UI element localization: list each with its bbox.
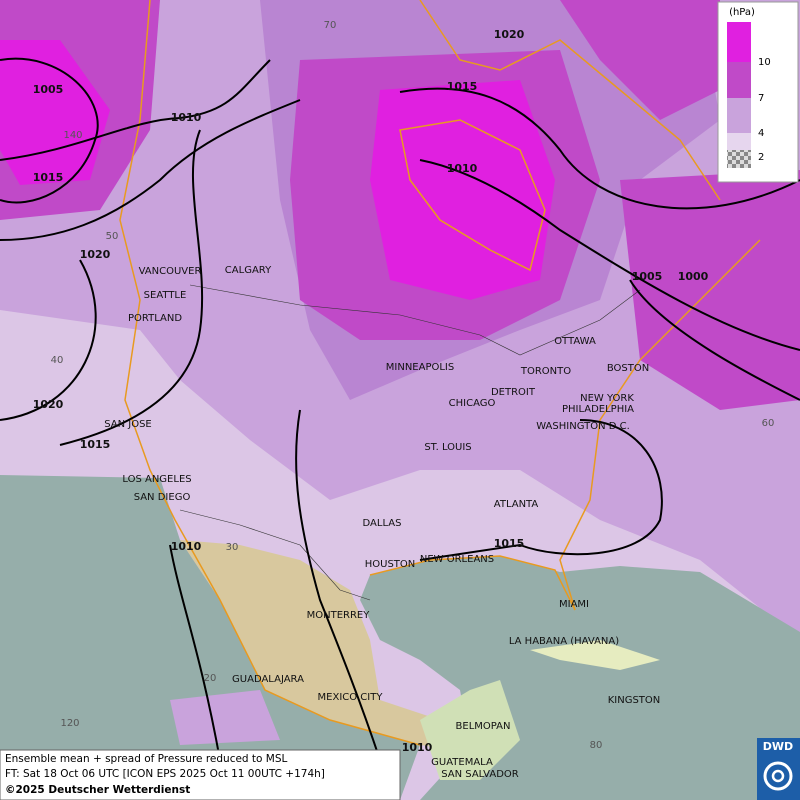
city-label: DALLAS [363,518,402,529]
graticule-label: 80 [590,740,603,751]
graticule-label: 40 [51,355,64,366]
isobar-label: 1005 [632,270,663,283]
city-label: LA HABANA (HAVANA) [509,636,619,647]
footer: Ensemble mean + spread of Pressure reduc… [0,749,401,800]
city-label: HOUSTON [365,559,416,570]
graticule-label: 20 [204,673,217,684]
logo: DWD [757,738,800,800]
isobars [0,57,800,761]
logo-text: DWD [763,740,793,753]
isobar-label: 1010 [171,111,202,124]
isobar-label: 1005 [33,83,64,96]
city-label: LOS ANGELES [122,474,191,485]
legend-unit: (hPa) [729,7,755,18]
footer-title: Ensemble mean + spread of Pressure reduc… [5,753,288,765]
isobar-label: 1015 [447,80,478,93]
city-label: CHICAGO [449,398,496,409]
graticule-label: 60 [762,418,775,429]
legend-level: 2 [758,152,764,163]
isobar-label: 1010 [402,741,433,754]
city-label: SAN DIEGO [134,492,191,503]
graticule-label: 50 [106,231,119,242]
city-label: WASHINGTON D.C. [536,421,630,432]
legend-level: 7 [758,93,764,104]
city-label: MONTERREY [307,610,371,621]
city-label: NEW YORK [580,393,634,404]
legend-level: 4 [758,128,764,139]
isobar-label: 1010 [447,162,478,175]
graticule-label: 30 [226,542,239,553]
footer-forecast: FT: Sat 18 Oct 06 UTC [ICON EPS 2025 Oct… [5,768,325,780]
city-label: GUADALAJARA [232,674,304,685]
legend: (hPa) 10 7 4 2 [717,1,799,183]
isobar-label: 1015 [33,171,64,184]
graticule-label: 120 [60,718,79,729]
isobar-label: 1015 [80,438,111,451]
city-label: PORTLAND [128,313,182,324]
city-label: NEW ORLEANS [420,554,494,565]
city-label: DETROIT [491,387,536,398]
isobar-label: 1020 [80,248,111,261]
isobar-label: 1015 [494,537,525,550]
city-label: BOSTON [607,363,649,374]
city-label: SEATTLE [144,290,187,301]
isobar-label: 1020 [33,398,64,411]
city-label: ST. LOUIS [424,442,471,453]
city-label: ATLANTA [494,499,539,510]
coastlines [119,0,761,746]
city-label: MINNEAPOLIS [386,362,454,373]
legend-level: 10 [758,57,771,68]
city-label: MEXICO CITY [318,692,384,703]
city-label: MIAMI [559,599,589,610]
graticule-label: 140 [63,130,82,141]
city-label: KINGSTON [608,695,661,706]
city-label: VANCOUVER [139,266,202,277]
city-label: CALGARY [225,265,272,276]
city-label: SAN JOSE [104,419,152,430]
city-label: GUATEMALA [431,757,493,768]
isobar-label: 1000 [678,270,709,283]
city-label: PHILADELPHIA [562,404,634,415]
city-label: BELMOPAN [456,721,511,732]
city-label: SAN SALVADOR [441,769,518,780]
isobar-label: 1010 [171,540,202,553]
isobar-label: 1020 [494,28,525,41]
city-label: TORONTO [520,366,571,377]
city-label: OTTAWA [554,336,596,347]
graticule-label: 70 [324,20,337,31]
footer-copyright: ©2025 Deutscher Wetterdienst [5,784,190,796]
